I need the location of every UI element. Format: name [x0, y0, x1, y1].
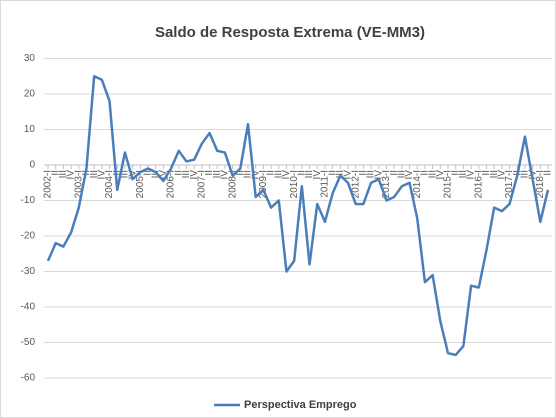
x-tick-label: II — [266, 170, 277, 176]
x-tick-label: IV — [404, 170, 415, 180]
x-tick-label: IV — [127, 170, 138, 180]
x-tick-label: IV — [343, 170, 354, 180]
x-tick-label: II — [112, 170, 123, 176]
x-tick-label: II — [204, 170, 215, 176]
x-tick-label: II — [358, 170, 369, 176]
x-tick-label: IV — [373, 170, 384, 180]
x-tick-label: IV — [189, 170, 200, 180]
x-tick-label: II — [481, 170, 492, 176]
x-tick-label: 2009-I — [258, 170, 269, 198]
y-tick-label: 10 — [24, 124, 36, 135]
x-tick-label: 2015-I — [443, 170, 454, 198]
x-tick-label: II — [450, 170, 461, 176]
x-tick-label: 2008-I — [227, 170, 238, 198]
y-tick-label: 20 — [24, 89, 36, 100]
x-tick-label: 2010-I — [289, 170, 300, 198]
x-tick-label: 2002-I — [43, 170, 54, 198]
y-tick-label: -40 — [21, 302, 36, 313]
x-tick-label: IV — [466, 170, 477, 180]
x-tick-label: IV — [312, 170, 323, 180]
y-tick-label: -60 — [21, 373, 36, 384]
y-tick-label: -20 — [21, 231, 36, 242]
x-tick-label: II — [389, 170, 400, 176]
x-tick-label: IV — [66, 170, 77, 180]
x-tick-label: III — [427, 170, 438, 178]
x-tick-label: 2012-I — [350, 170, 361, 198]
x-tick-label: II — [420, 170, 431, 176]
x-tick-label: 2005-I — [135, 170, 146, 198]
x-tick-label: III — [366, 170, 377, 178]
chart-title: Saldo de Resposta Extrema (VE-MM3) — [155, 24, 425, 41]
x-tick-label: II — [235, 170, 246, 176]
x-tick-label: III — [273, 170, 284, 178]
x-tick-label: III — [335, 170, 346, 178]
x-tick-label: 2006-I — [166, 170, 177, 198]
x-tick-label: 2003-I — [73, 170, 84, 198]
x-tick-label: III — [120, 170, 131, 178]
x-tick-label: IV — [250, 170, 261, 180]
x-tick-label: III — [520, 170, 531, 178]
x-tick-label: IV — [496, 170, 507, 180]
x-tick-label: 2016-I — [473, 170, 484, 198]
x-tick-label: III — [243, 170, 254, 178]
x-tick-label: 2017-I — [504, 170, 515, 198]
x-tick-label: IV — [220, 170, 231, 180]
x-tick-label: 2018-I — [535, 170, 546, 198]
x-tick-label: II — [143, 170, 154, 176]
y-tick-label: 0 — [29, 160, 35, 171]
x-tick-label: II — [173, 170, 184, 176]
x-tick-label: 2013-I — [381, 170, 392, 198]
x-tick-label: III — [89, 170, 100, 178]
x-tick-label: III — [212, 170, 223, 178]
x-tick-label: III — [489, 170, 500, 178]
x-tick-label: III — [458, 170, 469, 178]
x-tick-label: 2007-I — [196, 170, 207, 198]
x-tick-label: II — [543, 170, 554, 176]
x-tick-label: 2011-I — [320, 170, 331, 198]
x-tick-label: III — [304, 170, 315, 178]
x-tick-label: III — [181, 170, 192, 178]
x-tick-label: II — [327, 170, 338, 176]
x-tick-label: III — [150, 170, 161, 178]
y-tick-label: -10 — [21, 195, 36, 206]
x-tick-label: IV — [281, 170, 292, 180]
x-tick-label: II — [296, 170, 307, 176]
x-tick-label: II — [50, 170, 61, 176]
x-tick-label: IV — [158, 170, 169, 180]
y-tick-label: -30 — [21, 266, 36, 277]
x-tick-label: 2004-I — [104, 170, 115, 198]
legend-label: Perspectiva Emprego — [244, 399, 357, 411]
x-tick-label: IV — [435, 170, 446, 180]
y-tick-label: -50 — [21, 337, 36, 348]
series-line — [46, 75, 550, 357]
y-tick-label: 30 — [24, 53, 36, 64]
x-tick-label: IV — [96, 170, 107, 180]
x-tick-label: III — [58, 170, 69, 178]
x-tick-label: 2014-I — [412, 170, 423, 198]
x-tick-label: III — [396, 170, 407, 178]
